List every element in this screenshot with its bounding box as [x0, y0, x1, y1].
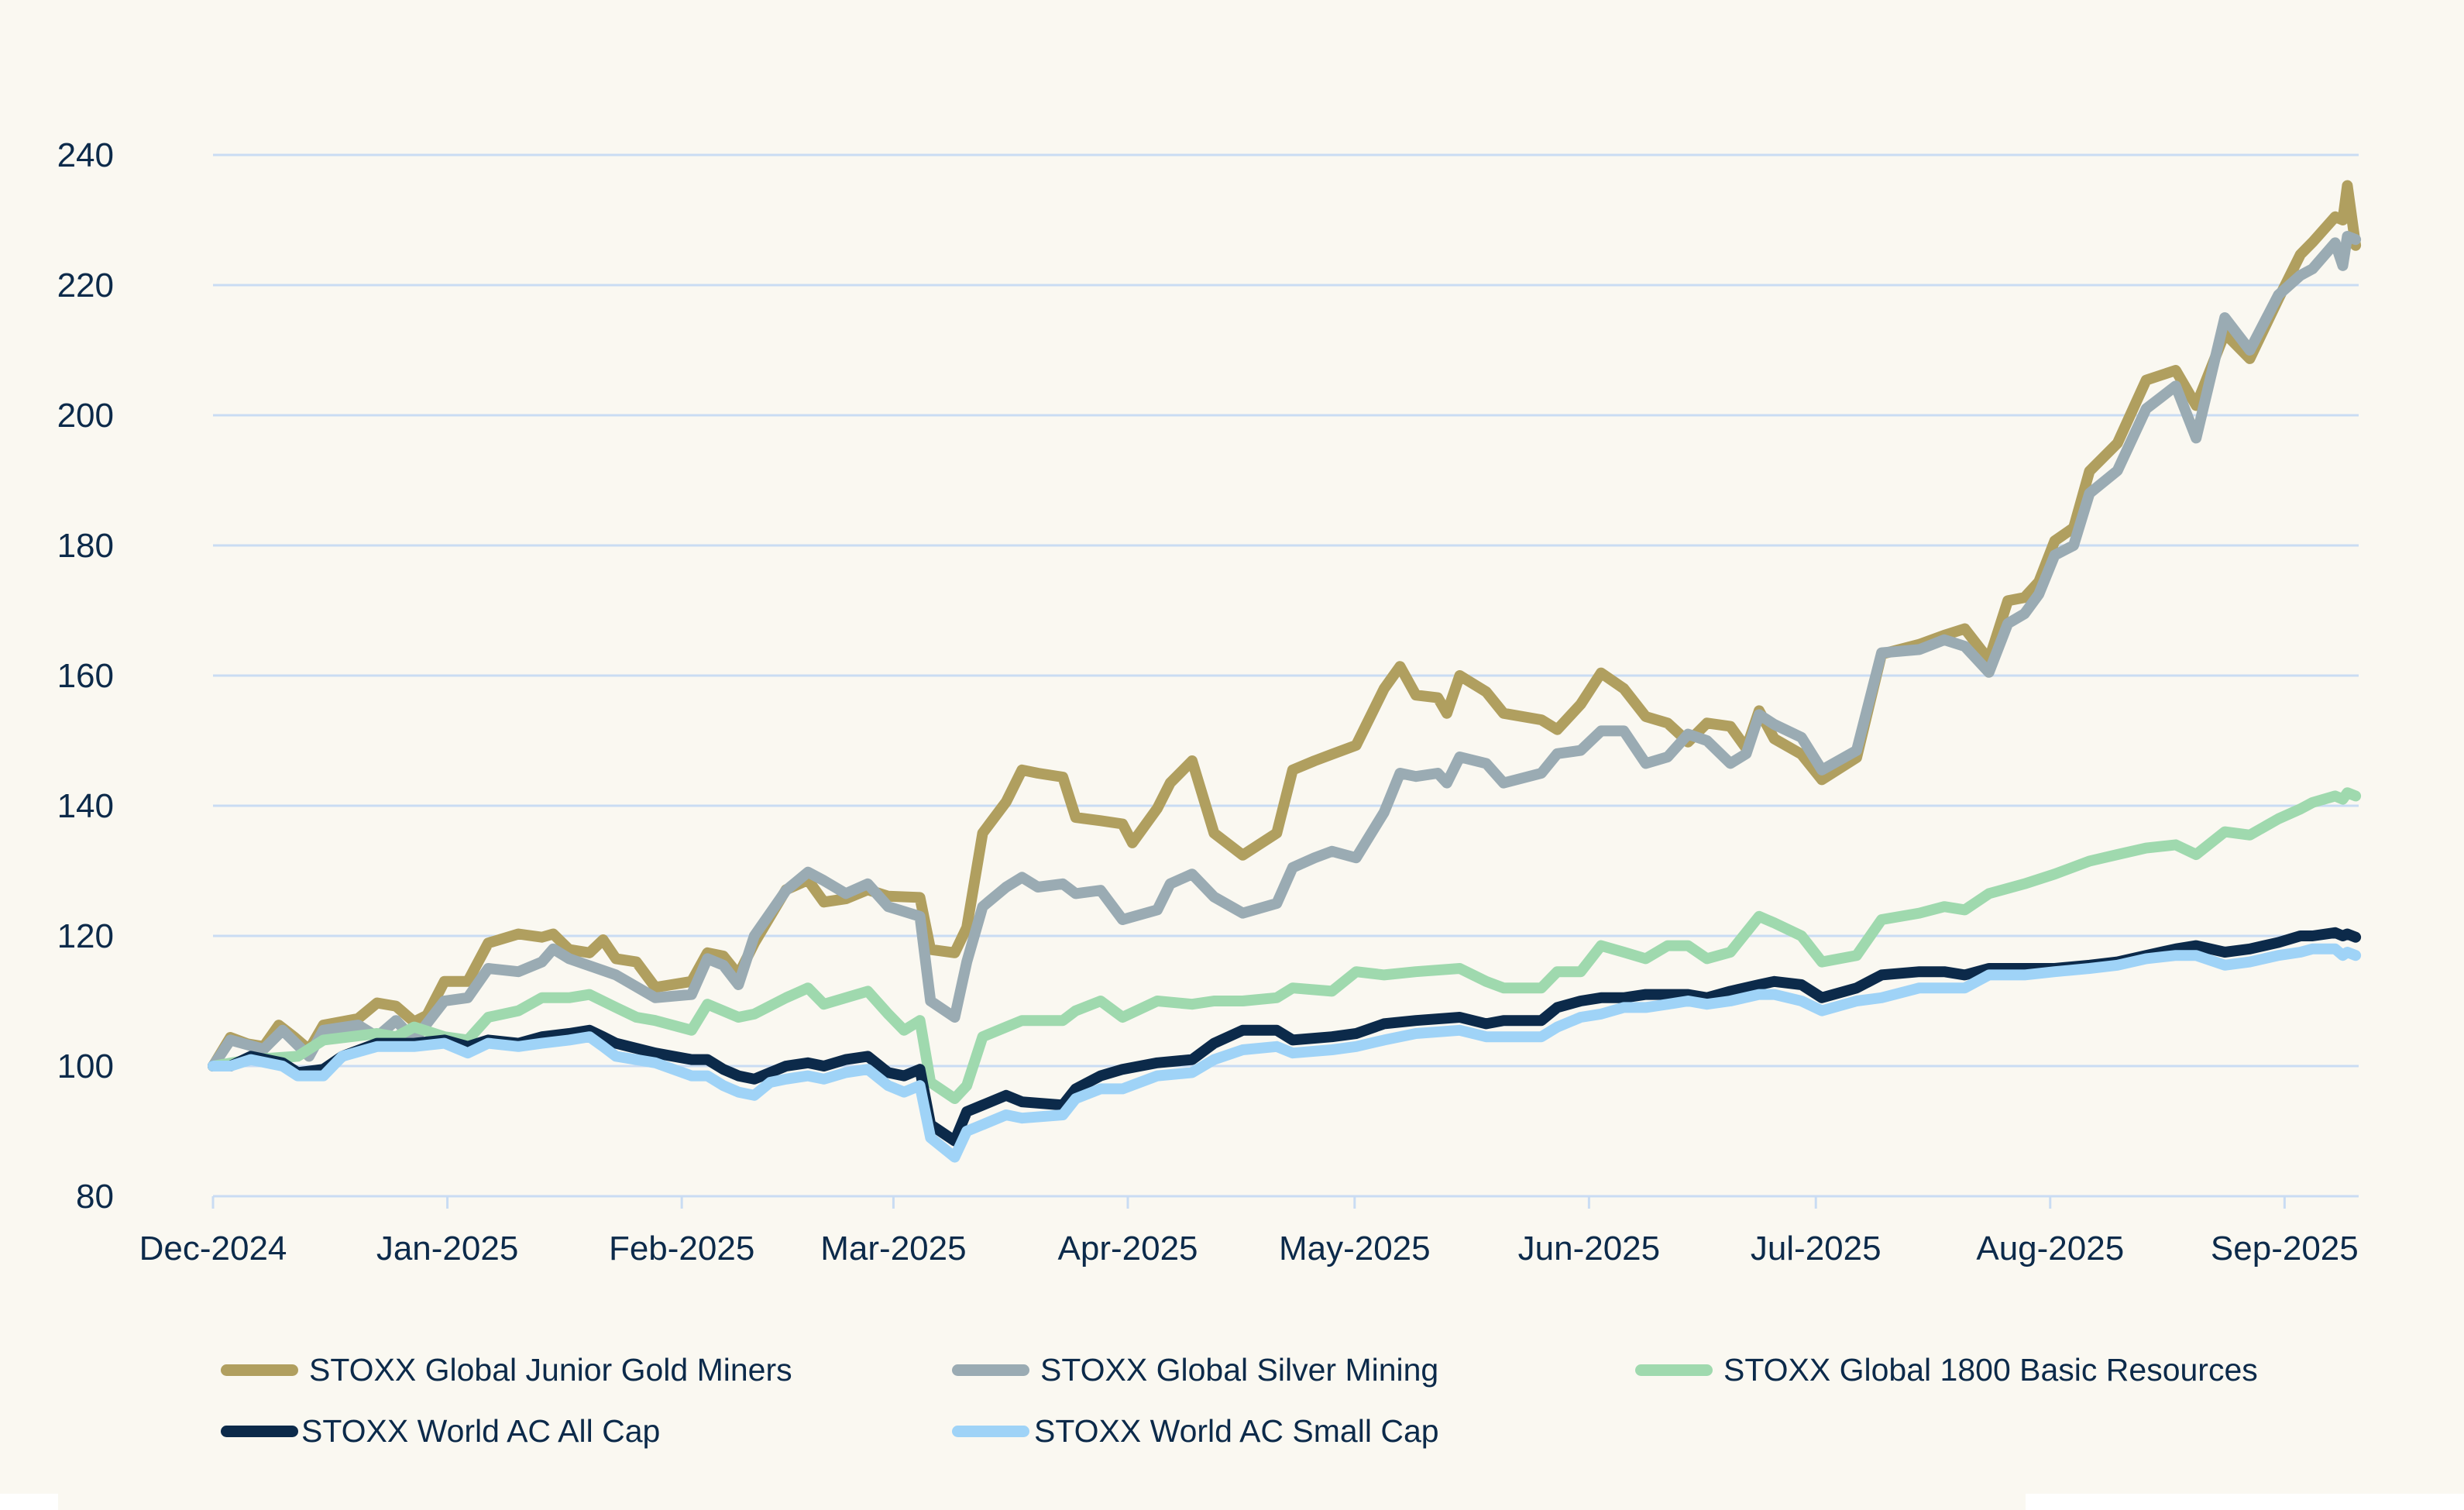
- x-tick-label-dec-2024: Dec-2024: [139, 1230, 287, 1268]
- y-axis-tick-labels: 80 100 120 140 160 180 200 220 240: [57, 136, 114, 1216]
- x-tick-label-may-2025: May-2025: [1279, 1230, 1431, 1268]
- y-tick-label-80: 80: [76, 1178, 114, 1216]
- x-tick-label-aug-2025: Aug-2025: [1976, 1230, 2124, 1268]
- y-tick-label-140: 140: [57, 787, 114, 825]
- legend-swatch-world-small-cap: [952, 1425, 1029, 1437]
- x-tick-label-sep-2025: Sep-2025: [2211, 1230, 2359, 1268]
- y-tick-label-240: 240: [57, 136, 114, 174]
- x-tick-label-jul-2025: Jul-2025: [1751, 1230, 1882, 1268]
- y-tick-label-100: 100: [57, 1047, 114, 1085]
- x-tick-label-jan-2025: Jan-2025: [376, 1230, 518, 1268]
- chart-panel-bottom-strip: [58, 1494, 2026, 1510]
- legend-swatch-silver-mining: [952, 1364, 1029, 1376]
- legend-label-world-small-cap: STOXX World AC Small Cap: [1034, 1412, 1439, 1449]
- legend-item-silver-mining[interactable]: STOXX Global Silver Mining: [952, 1347, 1438, 1393]
- series-line-stoxx-world-ac-all-cap: [208, 927, 2362, 1147]
- series-line-stoxx-global-junior-gold-miners: [208, 180, 2362, 1071]
- x-tick-label-mar-2025: Mar-2025: [820, 1230, 966, 1268]
- x-axis-tick-labels: Dec-2024 Jan-2025 Feb-2025 Mar-2025 Apr-2025…: [139, 1230, 2359, 1268]
- legend-label-junior-gold-miners: STOXX Global Junior Gold Miners: [309, 1351, 792, 1388]
- y-tick-label-160: 160: [57, 657, 114, 695]
- y-tick-label-200: 200: [57, 397, 114, 435]
- legend-label-silver-mining: STOXX Global Silver Mining: [1040, 1351, 1439, 1388]
- series-line-stoxx-global-1800-basic-resources: [208, 787, 2362, 1104]
- legend-swatch-world-all-cap: [221, 1425, 298, 1437]
- series-line-stoxx-world-ac-small-cap: [208, 943, 2362, 1163]
- y-tick-label-120: 120: [57, 917, 114, 955]
- legend-item-basic-resources[interactable]: STOXX Global 1800 Basic Resources: [1635, 1347, 2258, 1393]
- legend-item-world-all-cap[interactable]: STOXX World AC All Cap: [221, 1408, 660, 1454]
- x-tick-label-jun-2025: Jun-2025: [1518, 1230, 1660, 1268]
- series-line-stoxx-global-silver-mining: [208, 231, 2362, 1071]
- x-axis: [211, 1196, 2286, 1209]
- legend-label-basic-resources: STOXX Global 1800 Basic Resources: [1723, 1351, 2258, 1388]
- series-lines: [208, 180, 2362, 1163]
- y-tick-label-220: 220: [57, 267, 114, 304]
- gridlines: [213, 153, 2359, 1198]
- legend-item-world-small-cap[interactable]: STOXX World AC Small Cap: [952, 1408, 1439, 1454]
- legend-label-world-all-cap: STOXX World AC All Cap: [301, 1412, 661, 1449]
- legend-item-junior-gold-miners[interactable]: STOXX Global Junior Gold Miners: [221, 1347, 792, 1393]
- x-tick-label-apr-2025: Apr-2025: [1058, 1230, 1198, 1268]
- x-tick-label-feb-2025: Feb-2025: [609, 1230, 754, 1268]
- y-tick-label-180: 180: [57, 527, 114, 565]
- legend-swatch-junior-gold-miners: [221, 1364, 298, 1376]
- legend-swatch-basic-resources: [1635, 1364, 1713, 1376]
